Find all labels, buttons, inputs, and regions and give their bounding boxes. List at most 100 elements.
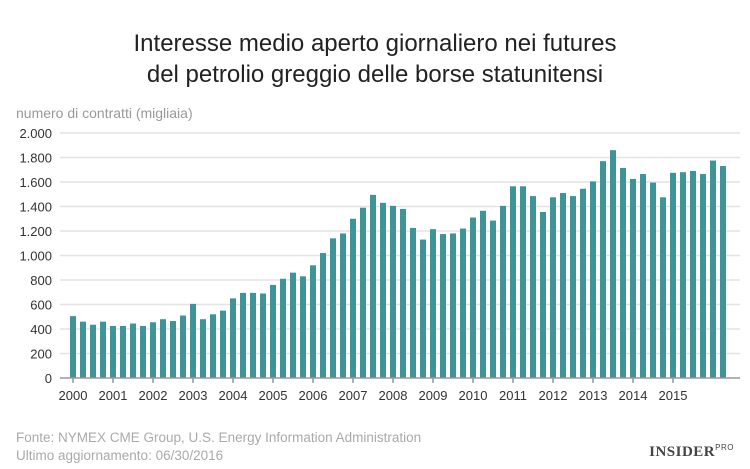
y-tick-label: 2.000: [19, 126, 52, 141]
bar: [130, 323, 136, 378]
bar: [430, 229, 436, 378]
bar: [500, 205, 506, 378]
y-tick-label: 1.000: [19, 249, 52, 264]
logo-text: INSIDER: [649, 444, 716, 460]
x-tick-label: 2006: [299, 388, 328, 403]
y-tick-label: 600: [30, 298, 52, 313]
x-tick-label: 2004: [219, 388, 248, 403]
source-note: Fonte: NYMEX CME Group, U.S. Energy Info…: [16, 429, 421, 465]
x-tick-label: 2002: [139, 388, 168, 403]
y-tick-label: 1.600: [19, 175, 52, 190]
title-line-1: Interesse medio aperto giornaliero nei f…: [133, 30, 617, 57]
x-tick-label: 2000: [59, 388, 88, 403]
bar: [700, 174, 706, 378]
bar: [370, 194, 376, 378]
x-tick-label: 2003: [179, 388, 208, 403]
x-tick-label: 2007: [339, 388, 368, 403]
bar: [120, 325, 126, 378]
bar: [670, 172, 676, 378]
bar: [620, 167, 626, 378]
bar: [240, 292, 246, 378]
bar: [230, 298, 236, 378]
x-tick-label: 2011: [499, 388, 527, 403]
x-tick-label: 2001: [99, 388, 128, 403]
bar: [440, 234, 446, 378]
bar: [720, 166, 726, 378]
bar: [170, 321, 176, 378]
y-tick-label: 800: [30, 273, 52, 288]
bar: [660, 197, 666, 378]
bar: [510, 186, 516, 378]
bar: [560, 193, 566, 378]
bar: [610, 150, 616, 378]
bar: [330, 238, 336, 378]
bar: [450, 233, 456, 378]
bar: [540, 212, 546, 378]
bar: [110, 325, 116, 378]
bar: [600, 161, 606, 378]
bar: [550, 197, 556, 378]
bar: [570, 196, 576, 378]
bar: [360, 207, 366, 378]
bar: [410, 227, 416, 378]
x-tick-label: 2013: [579, 388, 608, 403]
bar: [250, 292, 256, 378]
y-tick-label: 0: [45, 371, 52, 386]
title-line-2: del petrolio greggio delle borse statuni…: [146, 61, 604, 88]
x-tick-label: 2009: [419, 388, 448, 403]
bar: [160, 319, 166, 378]
x-tick-label: 2012: [539, 388, 568, 403]
bar: [100, 321, 106, 378]
bar: [300, 276, 306, 378]
bar: [310, 265, 316, 378]
chart-title: Interesse medio aperto giornaliero nei f…: [0, 28, 750, 90]
bar: [680, 172, 686, 378]
insider-pro-logo: INSIDERPRO: [649, 443, 734, 461]
bar: [80, 321, 86, 378]
bar: [630, 178, 636, 378]
bar: [690, 170, 696, 378]
bar: [490, 220, 496, 378]
bar: [70, 316, 76, 378]
bar: [350, 218, 356, 378]
bar: [650, 182, 656, 378]
y-tick-label: 1.200: [19, 224, 52, 239]
bar: [270, 284, 276, 378]
bar: [220, 310, 226, 378]
x-tick-label: 2008: [379, 388, 408, 403]
updated-text: Ultimo aggiornamento: 06/30/2016: [16, 448, 224, 463]
y-tick-label: 200: [30, 347, 52, 362]
bar: [590, 181, 596, 378]
bar: [710, 160, 716, 378]
y-tick-label: 400: [30, 322, 52, 337]
bar: [210, 314, 216, 378]
logo-sup: PRO: [715, 443, 734, 452]
y-axis-label: numero di contratti (migliaia): [16, 105, 193, 121]
bar: [190, 303, 196, 378]
x-tick-label: 2014: [619, 388, 648, 403]
bar: [420, 239, 426, 378]
bar: [400, 208, 406, 378]
bar: [580, 188, 586, 378]
bar: [380, 202, 386, 378]
bar: [140, 325, 146, 378]
x-tick-label: 2015: [659, 388, 688, 403]
y-tick-label: 1.800: [19, 151, 52, 166]
bar: [530, 196, 536, 378]
bar: [260, 293, 266, 378]
bar: [200, 319, 206, 378]
bar: [480, 210, 486, 378]
bar: [290, 272, 296, 378]
bar: [150, 322, 156, 378]
bar: [460, 228, 466, 378]
bar: [640, 174, 646, 378]
source-text: Fonte: NYMEX CME Group, U.S. Energy Info…: [16, 430, 422, 445]
bar: [520, 186, 526, 378]
bar: [390, 205, 396, 378]
bar: [180, 315, 186, 378]
bar: [90, 324, 96, 378]
y-tick-label: 1.400: [19, 200, 52, 215]
bar: [320, 253, 326, 378]
